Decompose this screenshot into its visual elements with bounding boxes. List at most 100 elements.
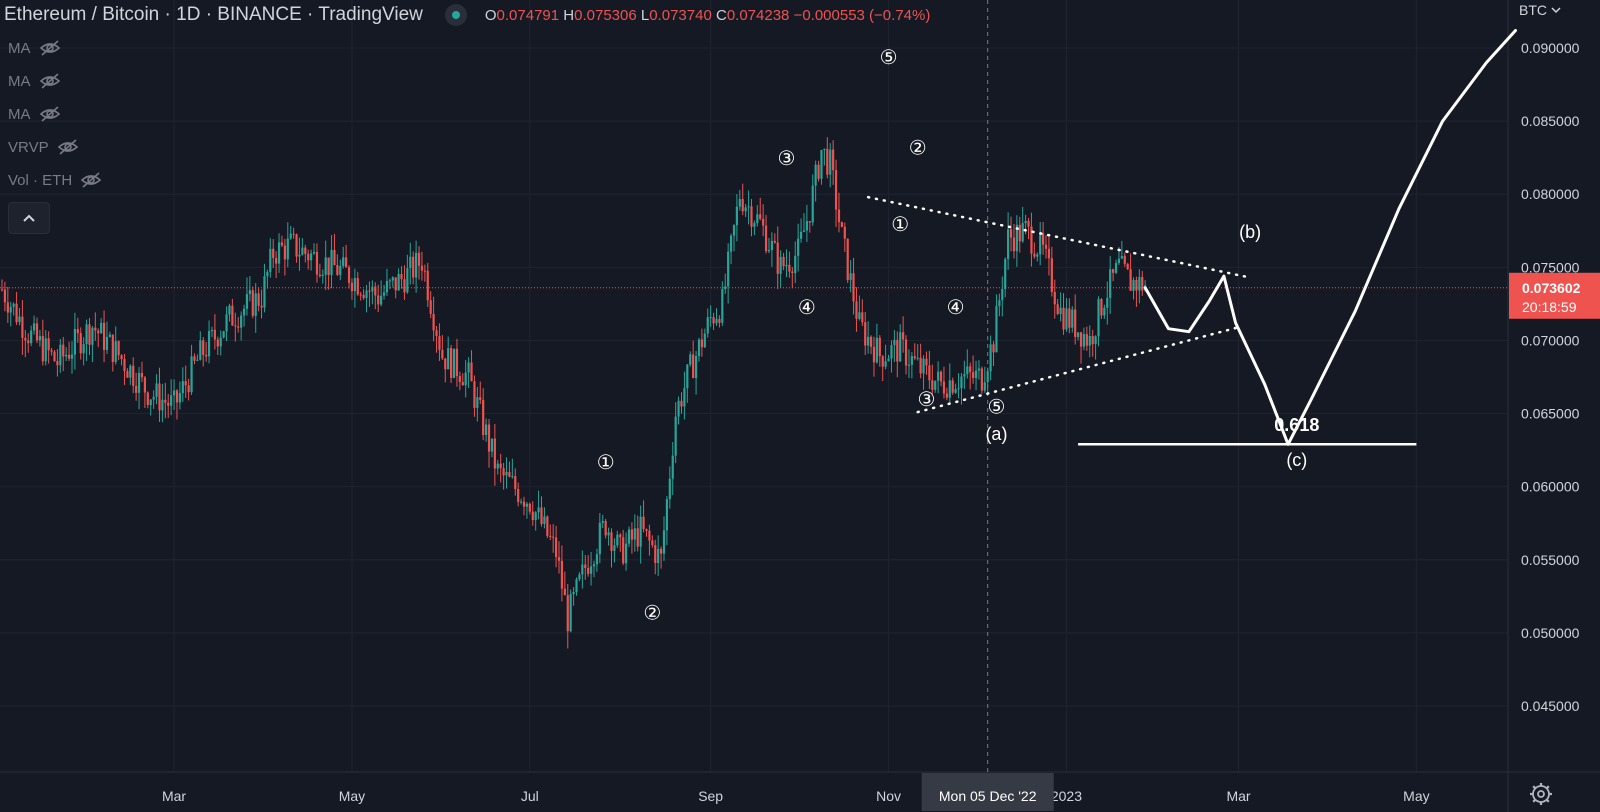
candle-body	[934, 380, 937, 390]
candle-body	[531, 511, 534, 521]
candle-body	[867, 336, 870, 346]
candle-body	[1103, 307, 1106, 316]
eye-hidden-icon[interactable]	[80, 172, 102, 188]
candle-body	[899, 332, 902, 362]
indicator-row-ma-3[interactable]: MA	[8, 102, 61, 126]
candle-body	[181, 381, 184, 394]
candle-body	[998, 300, 1001, 307]
triangle-upper-trendline[interactable]	[866, 195, 1252, 279]
candle-body	[1117, 258, 1121, 264]
indicator-row-ma-2[interactable]: MA	[8, 69, 61, 93]
forecast-drawing-path[interactable]	[1143, 29, 1517, 446]
candle-body	[1065, 308, 1068, 330]
settings-gear-icon[interactable]	[1530, 783, 1552, 805]
candle-body	[902, 332, 905, 340]
candle-body	[105, 336, 109, 350]
candle-body	[143, 377, 146, 393]
candle-body	[622, 537, 625, 564]
candle-body	[76, 329, 79, 334]
eye-hidden-icon[interactable]	[39, 106, 61, 122]
candle-body	[785, 264, 788, 267]
candle-body	[455, 348, 459, 377]
currency-selector[interactable]: BTC	[1519, 2, 1561, 18]
candle-body	[834, 170, 838, 210]
candle-body	[263, 276, 266, 308]
candle-body	[473, 381, 476, 408]
candle-body	[406, 268, 409, 293]
candle-body	[855, 301, 858, 319]
indicator-row-volume[interactable]: Vol · ETH	[8, 168, 102, 192]
y-tick-label: 0.045000	[1521, 698, 1580, 714]
candle-body	[823, 148, 826, 151]
candle-body	[210, 329, 214, 331]
candle-body	[1079, 332, 1083, 347]
candle-body	[560, 560, 564, 589]
candle-body	[1001, 288, 1004, 301]
candle-body	[447, 348, 450, 370]
candle-body	[423, 270, 426, 272]
candle-body	[12, 303, 15, 307]
candle-body	[140, 372, 144, 378]
candle-body	[910, 356, 913, 365]
candle-body	[610, 532, 613, 551]
candle-body	[779, 256, 782, 274]
collapse-legend-button[interactable]	[8, 202, 50, 234]
candle-body	[928, 365, 931, 381]
candle-body	[170, 395, 173, 406]
candle-body	[697, 339, 701, 357]
open-value: 0.074791	[496, 6, 560, 24]
candle-body	[129, 365, 132, 378]
candle-body	[764, 225, 768, 252]
eye-hidden-icon[interactable]	[39, 40, 61, 56]
candle-body	[199, 340, 202, 360]
low-key: L	[640, 6, 650, 24]
candle-body	[254, 293, 257, 316]
candle-body	[240, 315, 243, 328]
candle-body	[662, 530, 666, 554]
candle-body	[272, 248, 275, 258]
candle-body	[960, 376, 963, 389]
close-value: 0.074238	[726, 6, 790, 24]
candle-body	[727, 251, 730, 287]
symbol-title[interactable]: Ethereum / Bitcoin · 1D · BINANCE · Trad…	[4, 4, 423, 25]
market-status-icon[interactable]	[444, 4, 467, 26]
candle-body	[674, 416, 677, 456]
candle-body	[27, 340, 30, 344]
candle-body	[770, 240, 773, 251]
eye-hidden-icon[interactable]	[39, 73, 61, 89]
wave-label-corrective: 0.618	[1274, 415, 1319, 435]
triangle-lower-trendline[interactable]	[916, 326, 1240, 414]
candle-body	[444, 358, 447, 370]
candle-body	[44, 338, 47, 362]
candle-body	[32, 323, 36, 331]
crosshair-date-label: Mon 05 Dec '22	[939, 788, 1037, 804]
candle-body	[1068, 308, 1071, 328]
candle-body	[82, 344, 85, 354]
candle-body	[689, 354, 692, 365]
candle-body	[552, 536, 555, 538]
candle-body	[1050, 258, 1053, 292]
candle-body	[231, 305, 234, 326]
candle-body	[1112, 269, 1115, 273]
eye-hidden-icon[interactable]	[57, 139, 79, 155]
candle-body	[356, 277, 359, 295]
candle-body	[706, 317, 709, 334]
candle-body	[490, 438, 494, 452]
candle-body	[277, 242, 281, 264]
candle-body	[167, 402, 170, 406]
candle-body	[257, 293, 260, 306]
candle-body	[683, 388, 686, 407]
candle-body	[1036, 254, 1039, 257]
candle-body	[557, 557, 561, 561]
candle-body	[164, 399, 167, 403]
indicator-row-ma-1[interactable]: MA	[8, 36, 61, 60]
candle-body	[773, 240, 776, 243]
candle-body	[111, 334, 114, 363]
candle-body	[161, 399, 164, 411]
wave-label-impulse: ⑤	[880, 47, 898, 69]
indicator-row-vrvp[interactable]: VRVP	[8, 135, 79, 159]
candle-body	[114, 341, 117, 363]
candle-body	[881, 356, 884, 367]
